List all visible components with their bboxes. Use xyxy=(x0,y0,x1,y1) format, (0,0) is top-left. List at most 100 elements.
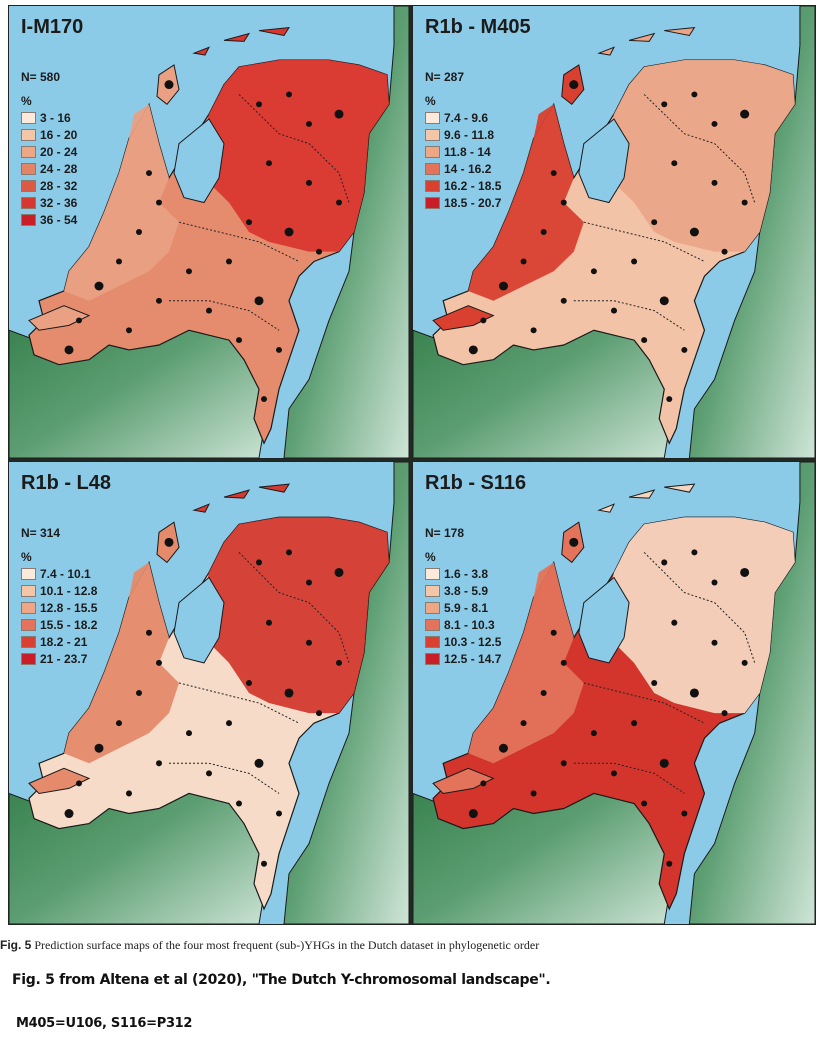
legend-swatch xyxy=(21,145,36,158)
legend-swatch xyxy=(21,196,36,209)
legend-range-label: 12.8 - 15.5 xyxy=(40,600,98,615)
legend-range-label: 20 - 24 xyxy=(40,144,78,159)
netherlands-map xyxy=(9,462,409,924)
netherlands-map xyxy=(413,462,815,924)
legend-item: 36 - 54 xyxy=(21,211,77,228)
legend-item: 7.4 - 9.6 xyxy=(425,109,501,126)
legend-range-label: 11.8 - 14 xyxy=(444,144,491,159)
legend-item: 20 - 24 xyxy=(21,143,77,160)
percent-label: % xyxy=(425,94,436,108)
legend-item: 1.6 - 3.8 xyxy=(425,565,501,582)
netherlands-map xyxy=(9,6,409,458)
legend-swatch xyxy=(425,567,440,580)
legend-swatch xyxy=(21,179,36,192)
legend-range-label: 18.2 - 21 xyxy=(40,634,88,649)
legend-item: 16 - 20 xyxy=(21,126,77,143)
legend-item: 12.5 - 14.7 xyxy=(425,650,501,667)
legend-swatch xyxy=(425,128,440,141)
caption-label: Fig. 5 xyxy=(0,938,32,952)
panel-title: R1b - L48 xyxy=(21,472,112,494)
legend-range-label: 24 - 28 xyxy=(40,161,78,176)
legend-swatch xyxy=(21,584,36,597)
legend-swatch xyxy=(425,179,440,192)
legend-range-label: 16.2 - 18.5 xyxy=(444,178,502,193)
legend-range-label: 3.8 - 5.9 xyxy=(444,583,489,598)
legend-item: 16.2 - 18.5 xyxy=(425,177,501,194)
legend-item: 24 - 28 xyxy=(21,160,77,177)
map-panel-r1b-l48: R1b - L48 N= 314% 7.4 - 10.1 10.1 - 12.8 12.… xyxy=(8,461,410,925)
legend-range-label: 1.6 - 3.8 xyxy=(444,566,489,581)
percent-label: % xyxy=(21,550,32,564)
legend-swatch xyxy=(425,635,440,648)
legend-swatch xyxy=(21,652,36,665)
legend-range-label: 32 - 36 xyxy=(40,195,78,210)
panel-title: I-M170 xyxy=(21,16,84,38)
legend-item: 14 - 16.2 xyxy=(425,160,501,177)
legend-item: 5.9 - 8.1 xyxy=(425,599,501,616)
legend-range-label: 14 - 16.2 xyxy=(444,161,492,176)
legend-item: 10.1 - 12.8 xyxy=(21,582,97,599)
legend-range-label: 18.5 - 20.7 xyxy=(444,195,502,210)
legend-swatch xyxy=(425,196,440,209)
legend-swatch xyxy=(21,567,36,580)
figure-caption: Fig. 5 Prediction surface maps of the fo… xyxy=(0,938,539,953)
legend-swatch xyxy=(425,584,440,597)
legend-range-label: 12.5 - 14.7 xyxy=(444,651,502,666)
legend: 7.4 - 10.1 10.1 - 12.8 12.8 - 15.5 15.5 - 1… xyxy=(21,565,97,667)
legend-range-label: 5.9 - 8.1 xyxy=(444,600,489,615)
legend-item: 10.3 - 12.5 xyxy=(425,633,501,650)
legend-range-label: 9.6 - 11.8 xyxy=(444,127,495,142)
legend-range-label: 10.1 - 12.8 xyxy=(40,583,98,598)
legend: 7.4 - 9.6 9.6 - 11.8 11.8 - 14 14 - 16.2 16.… xyxy=(425,109,501,211)
legend-range-label: 15.5 - 18.2 xyxy=(40,617,98,632)
legend-swatch xyxy=(21,111,36,124)
legend-range-label: 16 - 20 xyxy=(40,127,78,142)
sample-size-label: N= 314 xyxy=(21,526,61,540)
map-panel-i-m170: I-M170 N= 580% 3 - 16 16 - 20 20 - 24 24 - 28… xyxy=(8,5,410,459)
sample-size-label: N= 580 xyxy=(21,70,61,84)
map-panel-r1b-s116: R1b - S116 N= 178% 1.6 - 3.8 3.8 - 5.9 5.9 -… xyxy=(412,461,816,925)
legend-swatch xyxy=(425,652,440,665)
legend-swatch xyxy=(425,162,440,175)
legend-range-label: 7.4 - 9.6 xyxy=(444,110,489,125)
legend: 1.6 - 3.8 3.8 - 5.9 5.9 - 8.1 8.1 - 10.3 10.… xyxy=(425,565,501,667)
legend-range-label: 28 - 32 xyxy=(40,178,78,193)
netherlands-map xyxy=(413,6,815,458)
legend-range-label: 36 - 54 xyxy=(40,212,78,227)
legend-item: 28 - 32 xyxy=(21,177,77,194)
legend-item: 3.8 - 5.9 xyxy=(425,582,501,599)
legend-swatch xyxy=(21,213,36,226)
legend-range-label: 10.3 - 12.5 xyxy=(444,634,502,649)
legend-swatch xyxy=(21,635,36,648)
legend-swatch xyxy=(425,618,440,631)
legend-range-label: 7.4 - 10.1 xyxy=(40,566,91,581)
legend-range-label: 21 - 23.7 xyxy=(40,651,88,666)
legend-swatch xyxy=(21,162,36,175)
legend: 3 - 16 16 - 20 20 - 24 24 - 28 28 - 32 32 - 3… xyxy=(21,109,77,228)
legend-item: 15.5 - 18.2 xyxy=(21,616,97,633)
caption-text: Prediction surface maps of the four most… xyxy=(31,938,540,952)
percent-label: % xyxy=(425,550,436,564)
legend-item: 7.4 - 10.1 xyxy=(21,565,97,582)
legend-item: 9.6 - 11.8 xyxy=(425,126,501,143)
legend-item: 12.8 - 15.5 xyxy=(21,599,97,616)
legend-swatch xyxy=(425,145,440,158)
sample-size-label: N= 287 xyxy=(425,70,465,84)
panel-title: R1b - M405 xyxy=(425,16,531,38)
legend-swatch xyxy=(425,111,440,124)
legend-item: 21 - 23.7 xyxy=(21,650,97,667)
legend-range-label: 3 - 16 xyxy=(40,110,71,125)
legend-item: 3 - 16 xyxy=(21,109,77,126)
legend-range-label: 8.1 - 10.3 xyxy=(444,617,495,632)
map-panel-r1b-m405: R1b - M405 N= 287% 7.4 - 9.6 9.6 - 11.8 11.8… xyxy=(412,5,816,459)
percent-label: % xyxy=(21,94,32,108)
legend-swatch xyxy=(21,618,36,631)
legend-item: 8.1 - 10.3 xyxy=(425,616,501,633)
legend-swatch xyxy=(425,601,440,614)
alias-note: M405=U106, S116=P312 xyxy=(16,1016,193,1031)
source-note: Fig. 5 from Altena et al (2020), "The Du… xyxy=(12,972,551,988)
legend-item: 11.8 - 14 xyxy=(425,143,501,160)
sample-size-label: N= 178 xyxy=(425,526,465,540)
figure-grid: I-M170 N= 580% 3 - 16 16 - 20 20 - 24 24 - 28… xyxy=(8,5,816,925)
legend-swatch xyxy=(21,601,36,614)
